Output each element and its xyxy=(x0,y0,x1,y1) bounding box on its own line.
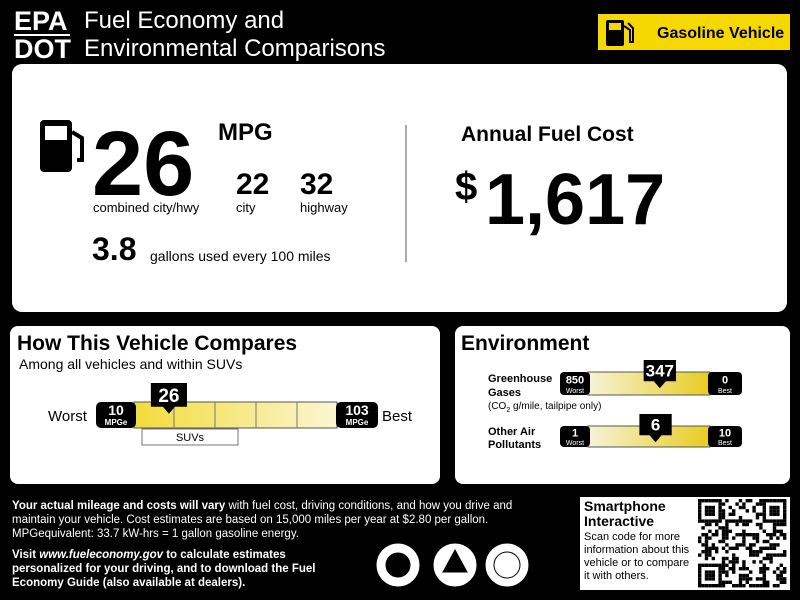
disclaimer-bold: Your actual mileage and costs will vary xyxy=(12,500,226,512)
highway-mpg: 32 xyxy=(300,168,333,201)
env-worst-label: Worst xyxy=(566,440,584,447)
pump-icon xyxy=(40,120,84,172)
env-best-label: Best xyxy=(718,388,732,395)
value-marker: 6 xyxy=(639,414,672,443)
city-mpg: 22 xyxy=(236,168,269,201)
env-best-label: Best xyxy=(718,440,732,447)
pollutant-label: Pollutants xyxy=(488,439,541,451)
mpg-unit: MPG xyxy=(218,119,273,146)
env-worst-label: Worst xyxy=(566,388,584,395)
best-cap xyxy=(708,426,742,447)
agency: EPA xyxy=(14,6,68,36)
visit-text: Visit xyxy=(12,549,40,561)
environment-title: Environment xyxy=(461,332,589,355)
scale-unit: MPGe xyxy=(346,418,369,427)
highway-label: highway xyxy=(300,200,348,215)
smartphone-title: Interactive xyxy=(584,513,655,529)
cost-title: Annual Fuel Cost xyxy=(461,123,634,146)
scale-unit: MPGe xyxy=(105,418,128,427)
worst-cap xyxy=(96,402,136,428)
marker-shape xyxy=(639,414,672,443)
worst-cap xyxy=(560,426,590,447)
marker-value: 347 xyxy=(646,361,674,380)
best-cap xyxy=(708,372,742,395)
ghg-label: Greenhouse xyxy=(488,373,552,385)
visit-text: to calculate estimates personalized for … xyxy=(12,549,316,589)
smartphone-title: Smartphone xyxy=(584,498,666,514)
ghg-note: (CO2 g/mile, tailpipe only) xyxy=(488,401,601,414)
smartphone-body: Scan code for more information about thi… xyxy=(584,531,690,582)
value-marker: 347 xyxy=(643,360,676,389)
agency: DOT xyxy=(14,34,72,64)
env-worst: 850 xyxy=(566,375,584,387)
marker-value: 26 xyxy=(158,386,179,407)
combined-label: combined city/hwy xyxy=(93,200,200,215)
marker-shape xyxy=(643,360,676,389)
pollutant-label: Other Air xyxy=(488,426,536,438)
main-panel xyxy=(12,64,787,312)
gallons: 3.8 xyxy=(92,231,136,267)
env-best: 0 xyxy=(722,375,728,387)
worst-label: Worst xyxy=(48,408,88,425)
suv-label: SUVs xyxy=(176,432,205,444)
visit-note: Visit www.fueleconomy.gov to calculate e… xyxy=(12,548,342,590)
smartphone-text: Smartphone Interactive Scan code for more … xyxy=(580,497,696,585)
marker-shape xyxy=(150,383,187,414)
ghg-note: (CO xyxy=(488,401,507,412)
ghg-note: 2 xyxy=(506,407,510,414)
currency: $ xyxy=(455,165,477,209)
worst-cap xyxy=(560,372,590,395)
suv-range xyxy=(141,428,239,446)
city-label: city xyxy=(236,200,256,215)
annual-cost: 1,617 xyxy=(485,160,665,240)
combined-mpg: 26 xyxy=(92,113,194,215)
scale-min: 10 xyxy=(108,402,124,418)
marker-value: 6 xyxy=(651,415,660,434)
ghg-label: Gases xyxy=(488,387,521,399)
title: Fuel Economy and xyxy=(84,7,284,34)
scale-max: 103 xyxy=(345,402,369,418)
visit-url[interactable]: www.fueleconomy.gov xyxy=(39,549,164,561)
gallons-label: gallons used every 100 miles xyxy=(150,248,331,264)
compare-subtitle: Among all vehicles and within SUVs xyxy=(19,356,242,372)
disclaimer-text: with fuel cost, driving conditions, and … xyxy=(12,500,513,540)
env-worst: 1 xyxy=(572,428,578,440)
best-label: Best xyxy=(382,408,413,425)
compare-title: How This Vehicle Compares xyxy=(17,332,297,355)
vehicle-type: Gasoline Vehicle xyxy=(657,25,784,42)
ghg-note: g/mile, tailpipe only) xyxy=(510,401,601,412)
env-best: 10 xyxy=(719,428,731,440)
value-marker: 26 xyxy=(150,383,187,414)
pump-icon xyxy=(606,20,634,46)
title: Environmental Comparisons xyxy=(84,35,385,62)
best-cap xyxy=(336,402,378,428)
disclaimer: Your actual mileage and costs will vary … xyxy=(12,499,552,541)
